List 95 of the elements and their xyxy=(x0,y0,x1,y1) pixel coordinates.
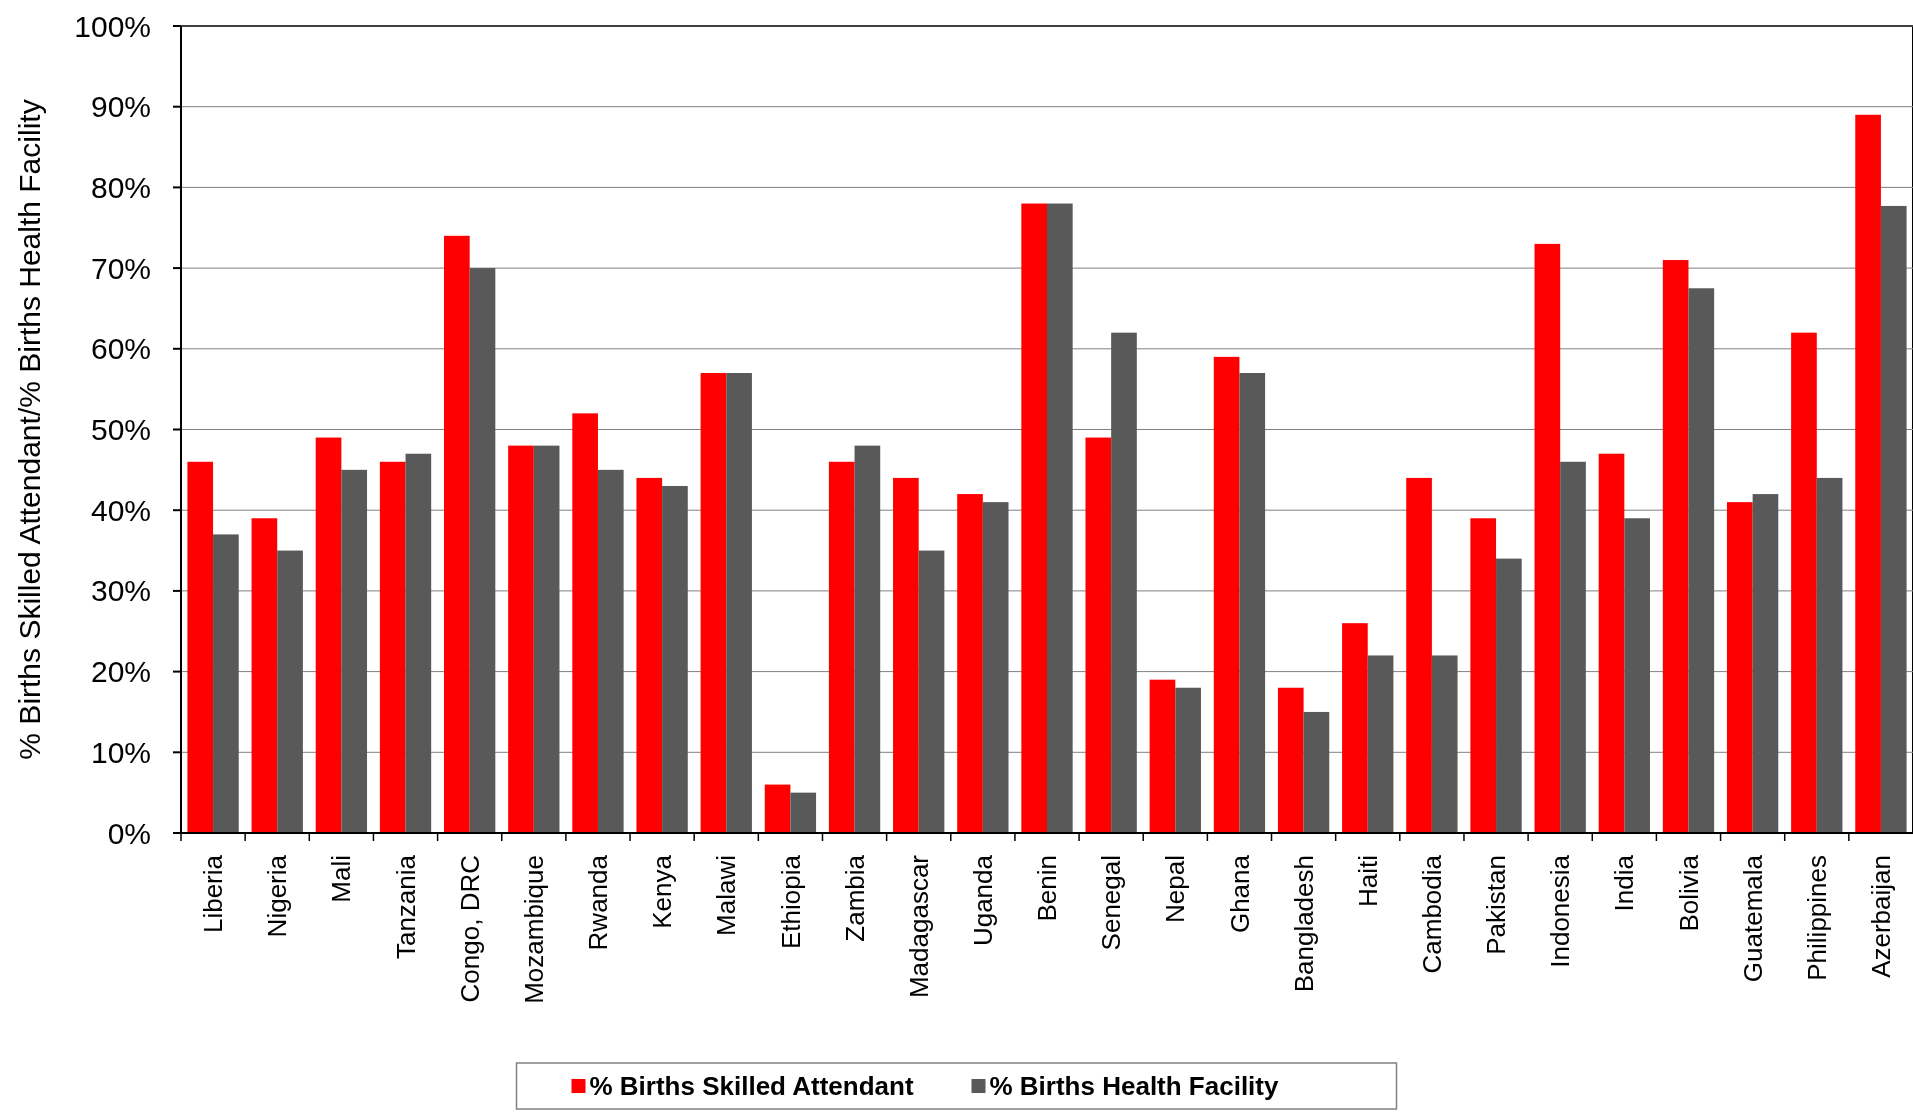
bar xyxy=(957,494,983,833)
bar xyxy=(1470,518,1497,833)
bar xyxy=(828,461,855,833)
bar xyxy=(1021,203,1047,833)
bar xyxy=(341,469,368,833)
bar xyxy=(1111,332,1137,833)
bar xyxy=(1598,453,1625,833)
x-tick-label: Rwanda xyxy=(583,854,614,951)
bar xyxy=(1496,558,1522,833)
bar xyxy=(1662,260,1689,833)
bar xyxy=(1047,203,1073,833)
bar xyxy=(1431,655,1458,833)
bar xyxy=(1791,332,1817,833)
x-tick-label: Madagascar xyxy=(903,854,934,999)
bar xyxy=(405,453,432,833)
y-tick-label: 0% xyxy=(107,816,151,850)
bar xyxy=(662,485,688,833)
bar xyxy=(1752,494,1779,833)
bar xyxy=(444,235,470,833)
x-tick-label: Cambodia xyxy=(1416,854,1447,974)
x-tick-label: Congo, DRC xyxy=(454,855,485,1003)
x-tick-label: Malawi xyxy=(711,855,742,936)
bar xyxy=(1303,711,1330,833)
bar xyxy=(1726,502,1753,833)
legend-label: % Births Skilled Attendant xyxy=(589,1071,914,1102)
x-tick-label: India xyxy=(1609,854,1640,912)
bar xyxy=(1175,687,1201,833)
bar xyxy=(1277,687,1304,833)
bar xyxy=(700,373,727,833)
x-tick-label: Kenya xyxy=(647,854,678,929)
bar xyxy=(1213,356,1240,833)
y-tick-label: 50% xyxy=(90,413,151,446)
bar xyxy=(1880,205,1907,833)
x-tick-label: Mali xyxy=(326,855,357,903)
bar xyxy=(918,550,945,833)
x-tick-label: Haiti xyxy=(1352,855,1383,908)
bar xyxy=(790,792,817,833)
x-tick-label: Benin xyxy=(1032,855,1063,922)
bar xyxy=(1367,655,1394,833)
x-tick-label: Guatemala xyxy=(1737,854,1768,983)
x-tick-label: Zambia xyxy=(839,854,870,942)
bar xyxy=(213,534,239,833)
y-tick-label: 70% xyxy=(90,251,151,285)
bar xyxy=(1624,518,1650,833)
y-tick-label: 60% xyxy=(90,332,151,366)
x-tick-label: Ghana xyxy=(1224,854,1255,934)
legend-label: % Births Health Facility xyxy=(989,1071,1279,1102)
bar xyxy=(187,461,214,833)
bar xyxy=(1560,461,1586,833)
x-tick-label: Azerbaijan xyxy=(1866,855,1897,978)
y-tick-label: 20% xyxy=(90,655,151,689)
y-axis-title: % Births Skilled Attendant/% Births Health Facility xyxy=(13,99,46,760)
bar xyxy=(1688,288,1715,833)
x-tick-label: Pakistan xyxy=(1481,855,1512,955)
bar xyxy=(726,373,752,833)
bar xyxy=(597,469,624,833)
bar xyxy=(1816,477,1843,833)
x-tick-label: Bolivia xyxy=(1673,854,1704,932)
bar xyxy=(1534,243,1561,833)
bar xyxy=(893,477,919,833)
bar xyxy=(379,461,406,833)
bar xyxy=(1855,114,1881,833)
bar xyxy=(533,445,560,833)
x-tick-label: Nepal xyxy=(1160,855,1191,923)
y-tick-label: 40% xyxy=(90,493,151,527)
x-tick-label: Uganda xyxy=(967,854,998,947)
y-tick-label: 80% xyxy=(90,170,151,204)
x-tick-label: Bangladesh xyxy=(1288,855,1319,993)
y-tick-label: 10% xyxy=(90,735,151,769)
bar xyxy=(508,445,534,833)
bar xyxy=(1342,623,1368,833)
x-tick-label: Senegal xyxy=(1096,855,1127,951)
x-tick-label: Nigeria xyxy=(262,854,293,938)
bar xyxy=(251,518,278,833)
bar xyxy=(1085,437,1112,833)
bar xyxy=(854,445,881,833)
y-tick-label: 100% xyxy=(74,9,151,43)
x-tick-label: Mozambique xyxy=(518,855,549,1004)
x-tick-label: Tanzania xyxy=(390,854,421,960)
bar xyxy=(469,268,496,833)
x-tick-label: Ethiopia xyxy=(775,854,806,949)
bar xyxy=(982,502,1009,833)
bar xyxy=(1406,477,1432,833)
y-tick-label: 90% xyxy=(90,90,151,124)
bar xyxy=(1149,679,1176,833)
bar xyxy=(277,550,303,833)
x-tick-label: Indonesia xyxy=(1545,854,1576,968)
bar xyxy=(1239,373,1266,833)
bar xyxy=(636,477,663,833)
x-tick-label: Philippines xyxy=(1801,855,1832,981)
x-tick-label: Liberia xyxy=(198,854,229,934)
bar xyxy=(764,784,791,833)
y-tick-label: 30% xyxy=(90,574,151,608)
bar xyxy=(572,413,598,833)
bar xyxy=(315,437,342,833)
